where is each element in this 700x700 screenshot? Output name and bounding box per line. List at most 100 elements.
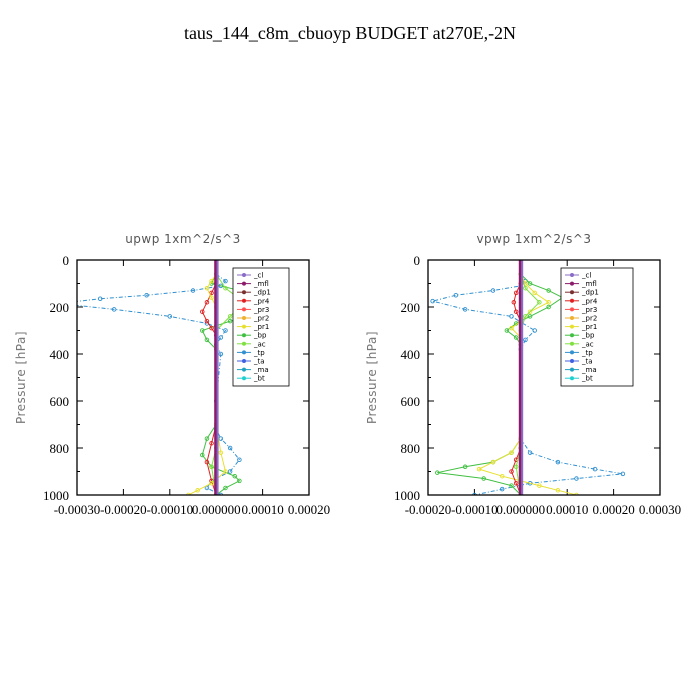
legend-marker (570, 281, 574, 286)
x-tick-label: 0.00010 (241, 502, 283, 517)
data-point-pr1 (574, 492, 579, 495)
data-point-tp (499, 486, 505, 492)
data-point-bp (504, 328, 510, 333)
data-point-tp (620, 471, 626, 477)
legend-marker (242, 333, 246, 338)
data-point-tp (509, 314, 514, 319)
legend-marker (570, 359, 574, 363)
legend-label: _pr3 (581, 306, 597, 314)
data-point-bp (200, 328, 205, 333)
legend-marker (570, 324, 574, 329)
y-tick-label: 400 (401, 347, 421, 362)
data-point-pr4 (209, 441, 214, 446)
legend-marker (242, 290, 246, 295)
legend-label: _pr1 (581, 323, 597, 331)
data-point-bp (204, 436, 210, 441)
data-point-tp (144, 293, 149, 298)
y-tick-label: 200 (401, 300, 421, 315)
legend-marker (242, 307, 246, 312)
legend-label: _mfl (581, 280, 597, 288)
data-point-tp (223, 328, 228, 333)
data-point-pr1 (204, 285, 210, 291)
data-point-pr1 (476, 466, 482, 472)
data-point-pr4 (204, 459, 210, 465)
legend-label: _bt (581, 375, 593, 383)
legend-marker (570, 273, 574, 277)
y-tick-label: 1000 (394, 488, 420, 503)
data-point-ac (523, 285, 528, 291)
legend-label: _dp1 (581, 289, 599, 297)
figure-title: taus_144_c8m_cbuoyp BUDGET at270E,-2N (184, 23, 516, 43)
data-point-pr4 (209, 325, 214, 331)
legend-marker (242, 273, 246, 277)
data-point-pr1 (555, 488, 561, 493)
data-point-tp (430, 298, 435, 304)
data-point-pr4 (204, 300, 210, 305)
legend-label: _pr4 (581, 297, 598, 305)
legend-marker (242, 350, 246, 355)
data-point-ac (513, 464, 519, 470)
x-tick-label: 0.00020 (288, 502, 330, 517)
y-tick-label: 800 (50, 441, 70, 456)
x-tick-label: 0.000000 (192, 502, 241, 517)
legend-marker (242, 341, 246, 346)
y-tick-label: 600 (401, 394, 421, 409)
y-tick-label: 1000 (43, 488, 69, 503)
data-point-bp (481, 476, 486, 481)
data-point-pr4 (204, 318, 210, 324)
data-point-bp (546, 288, 551, 293)
y-tick-label: 0 (414, 253, 421, 268)
data-point-bp (204, 337, 210, 343)
data-point-bp (200, 452, 205, 458)
y-tick-label: 600 (50, 394, 70, 409)
data-point-bp (546, 304, 551, 310)
y-tick-label: 400 (50, 347, 70, 362)
plot-frame (76, 259, 310, 496)
data-point-bp (527, 281, 533, 286)
data-point-pr1 (537, 483, 542, 488)
data-point-tp (527, 450, 533, 455)
legend-label: _ma (581, 366, 597, 374)
legend: _cl_mfl_dp1_pr4_pr3_pr2_pr1_bp_ac_tp_ta_… (232, 267, 290, 387)
data-point-tp (227, 469, 233, 474)
legend-label: _ta (253, 358, 265, 366)
legend-label: _bp (253, 332, 267, 340)
series-line-ac (211, 273, 245, 495)
x-tick-label: -0.00020 (405, 502, 452, 517)
panel-title: vpwp 1xm^2/s^3 (476, 232, 591, 246)
x-tick-label: 0.00020 (592, 502, 634, 517)
data-point-tp (97, 296, 103, 302)
legend-label: _ta (581, 358, 593, 366)
legend-label: _bt (253, 375, 265, 383)
legend-marker (570, 316, 574, 320)
legend-marker (242, 367, 246, 372)
legend-marker (570, 290, 574, 295)
data-point-bp (227, 318, 233, 324)
legend-marker (570, 350, 574, 355)
data-point-bp (527, 314, 533, 319)
data-point-pr4 (509, 469, 514, 474)
upwp-panel: upwp 1xm^2/s^3 Pressure [hPa] 0 200 400 600 80… (14, 232, 330, 517)
data-point-bp (237, 478, 242, 484)
data-point-tp (453, 293, 459, 298)
series-line-bp (437, 273, 564, 495)
legend-label: _tp (581, 349, 593, 357)
data-point-ac (223, 285, 228, 291)
vpwp-panel: vpwp 1xm^2/s^3 Pressure [hPa] 0 200 400 600 80… (365, 232, 681, 517)
legend-marker (570, 333, 574, 338)
y-axis-label: Pressure [hPa] (365, 331, 379, 424)
plot-area (77, 260, 289, 495)
data-point-pr4 (513, 309, 519, 314)
data-point-tp (227, 445, 233, 451)
data-point-pr4 (200, 309, 205, 314)
legend-label: _pr1 (253, 323, 269, 331)
data-point-pr1 (546, 300, 551, 305)
data-point-tp (532, 328, 537, 333)
legend-marker (570, 307, 574, 312)
data-point-tp (167, 314, 173, 319)
data-point-tp (472, 492, 477, 495)
data-point-tp (218, 351, 224, 357)
data-point-tp (555, 459, 561, 465)
legend-label: _pr2 (253, 315, 269, 323)
